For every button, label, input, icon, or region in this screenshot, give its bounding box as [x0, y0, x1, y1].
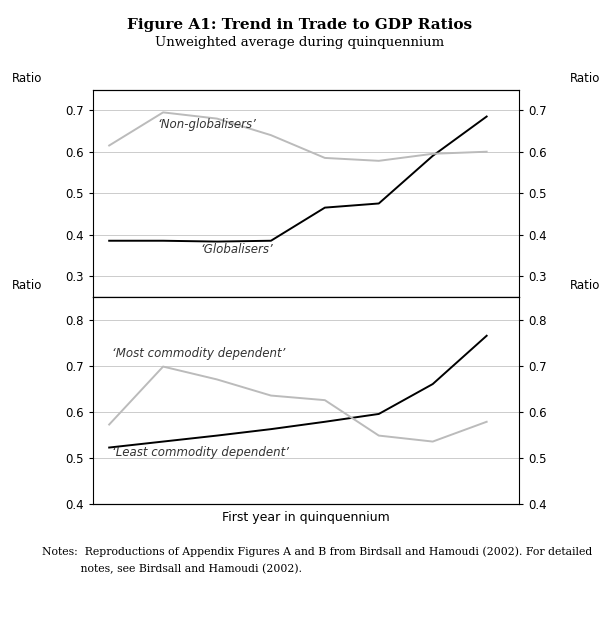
Text: Ratio: Ratio: [11, 72, 42, 85]
Text: Unweighted average during quinquennium: Unweighted average during quinquennium: [155, 35, 445, 49]
Text: ‘Non-globalisers’: ‘Non-globalisers’: [158, 117, 257, 130]
Text: Ratio: Ratio: [570, 279, 600, 292]
Text: ‘Most commodity dependent’: ‘Most commodity dependent’: [112, 347, 286, 360]
Text: Notes:  Reproductions of Appendix Figures A and B from Birdsall and Hamoudi (200: Notes: Reproductions of Appendix Figures…: [42, 547, 592, 557]
Text: Ratio: Ratio: [570, 72, 600, 85]
Text: ‘Least commodity dependent’: ‘Least commodity dependent’: [112, 446, 289, 459]
X-axis label: First year in quinquennium: First year in quinquennium: [222, 510, 390, 523]
Text: Ratio: Ratio: [11, 279, 42, 292]
Text: ‘Globalisers’: ‘Globalisers’: [201, 243, 274, 256]
Text: Figure A1: Trend in Trade to GDP Ratios: Figure A1: Trend in Trade to GDP Ratios: [127, 18, 473, 32]
Text: notes, see Birdsall and Hamoudi (2002).: notes, see Birdsall and Hamoudi (2002).: [42, 564, 302, 574]
